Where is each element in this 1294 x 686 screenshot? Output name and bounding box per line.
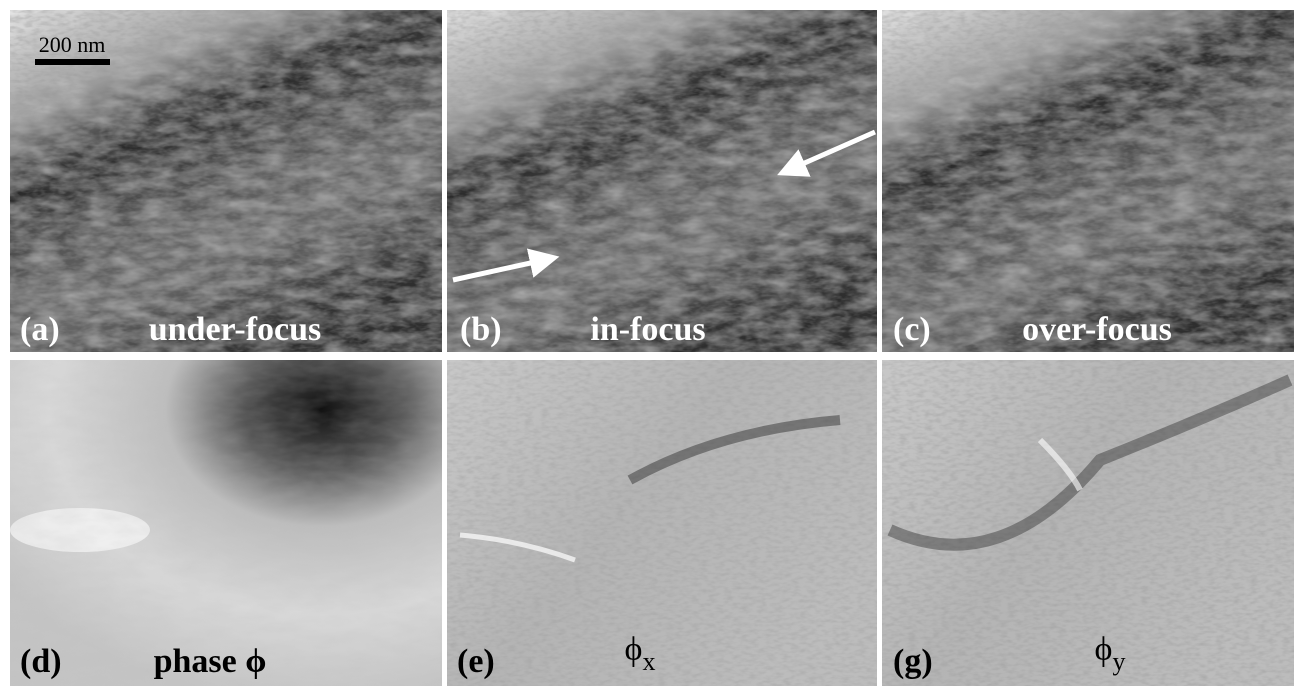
panel-c: (c) over-focus [882,10,1294,352]
panel-d: (d) phase ϕ [10,360,442,686]
panel-caption: ϕy [1095,631,1126,676]
scale-bar-label: 200 nm [39,32,106,57]
panel-g: (g) ϕy [882,360,1294,686]
panel-a: 200 nm (a) under-focus [10,10,442,352]
caption-subscript: y [1112,647,1125,676]
arrow [452,248,560,283]
panel-caption: over-focus [1022,311,1172,348]
panel-caption: under-focus [149,311,322,348]
caption-symbol: ϕ [625,631,643,668]
panel-tag: (e) [457,643,495,680]
panel-tag: (d) [20,643,62,680]
caption-symbol: ϕ [1095,631,1113,668]
panel-tag: (b) [460,311,502,348]
panel-tag: (g) [893,643,933,680]
arrow [777,129,877,177]
panel-b: (b) in-focus [447,10,877,352]
panel-tag: (c) [893,311,931,348]
panel-caption: ϕx [625,631,656,676]
panel-caption: in-focus [590,311,705,348]
panel-caption: phase ϕ [154,643,267,680]
panel-tag: (a) [20,311,60,348]
panel-e: (e) ϕx [447,360,877,686]
caption-subscript: x [642,647,655,676]
